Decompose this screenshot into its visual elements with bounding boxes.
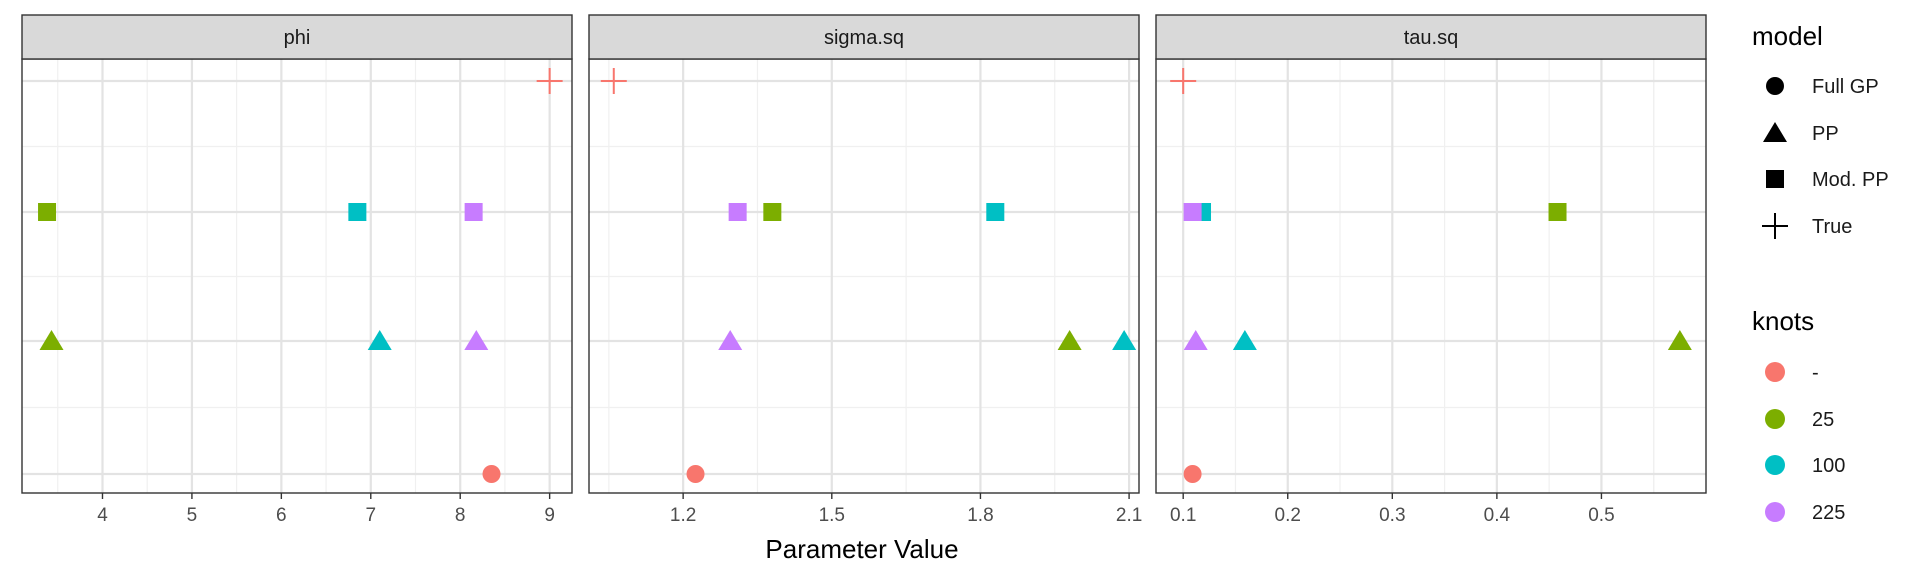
legend-label: 100 bbox=[1812, 455, 1845, 477]
legend-item-mod-pp: Mod. PP bbox=[1766, 169, 1889, 191]
legend-item-knots-225: 225 bbox=[1765, 502, 1845, 524]
x-tick-label: 1.2 bbox=[670, 505, 696, 526]
x-tick-label: 0.2 bbox=[1275, 505, 1301, 526]
facet-panel-sigma-sq: sigma.sq 1.2 1.5 1.8 2.1 bbox=[588, 14, 1142, 526]
point-sigma-sq-mod-pp-knots-225 bbox=[728, 203, 747, 221]
legend-label: 225 bbox=[1812, 502, 1845, 524]
point-sigma-sq-full-gp-knots-none bbox=[686, 465, 705, 483]
facet-panel-phi: phi 4 5 6 7 8 9 bbox=[21, 14, 573, 526]
point-tau-sq-mod-pp-knots-25 bbox=[1548, 203, 1567, 221]
legend-item-pp: PP bbox=[1763, 122, 1839, 145]
legend-key-circle bbox=[1765, 455, 1785, 475]
point-sigma-sq-mod-pp-knots-100 bbox=[986, 203, 1005, 221]
point-sigma-sq-pp-knots-225 bbox=[718, 330, 743, 350]
legend-item-full-gp: Full GP bbox=[1766, 76, 1879, 98]
facet-strip bbox=[1155, 14, 1707, 60]
legend-label: Full GP bbox=[1812, 76, 1879, 98]
x-tick-label: 0.1 bbox=[1170, 505, 1196, 526]
facet-panels: phi 4 5 6 7 8 9 sigma.sq 1.2 1.5 1.8 2.1 tau.sq 0.1 0.… bbox=[21, 14, 1707, 526]
facet-strip-label: sigma.sq bbox=[824, 27, 904, 49]
point-tau-sq-mod-pp-knots-225 bbox=[1183, 203, 1202, 221]
point-tau-sq-pp-knots-225 bbox=[1183, 330, 1208, 350]
legend-title-knots: knots bbox=[1752, 306, 1814, 336]
point-sigma-sq-mod-pp-knots-25 bbox=[763, 203, 782, 221]
x-tick-label: 0.5 bbox=[1588, 505, 1614, 526]
x-axis-title: Parameter Value bbox=[765, 534, 958, 564]
point-tau-sq-pp-knots-25 bbox=[1667, 330, 1692, 350]
point-sigma-sq-true-knots-none bbox=[600, 68, 627, 94]
point-phi-true-knots-none bbox=[536, 68, 563, 94]
facet-strip-label: tau.sq bbox=[1404, 27, 1458, 49]
x-tick-label: 4 bbox=[97, 505, 108, 526]
point-phi-mod-pp-knots-225 bbox=[464, 203, 483, 221]
point-phi-pp-knots-100 bbox=[367, 330, 392, 350]
point-phi-mod-pp-knots-100 bbox=[348, 203, 367, 221]
x-tick-label: 2.1 bbox=[1116, 505, 1142, 526]
legend-title-model: model bbox=[1752, 21, 1823, 51]
legend-item-knots-none: - bbox=[1765, 362, 1819, 384]
legend-label: 25 bbox=[1812, 409, 1834, 431]
x-tick-label: 7 bbox=[365, 505, 376, 526]
legend-key-plus bbox=[1762, 213, 1788, 239]
legend-item-knots-25: 25 bbox=[1765, 409, 1834, 431]
legend-key-circle bbox=[1765, 409, 1785, 429]
x-tick-label: 1.8 bbox=[967, 505, 993, 526]
legend-label: PP bbox=[1812, 123, 1839, 145]
legend-label: True bbox=[1812, 216, 1852, 238]
legend-key-circle bbox=[1766, 77, 1784, 95]
legend-label: Mod. PP bbox=[1812, 169, 1889, 191]
facet-strip-label: phi bbox=[284, 27, 311, 49]
x-tick-label: 1.5 bbox=[819, 505, 845, 526]
legend-key-circle bbox=[1765, 362, 1785, 382]
point-tau-sq-true-knots-none bbox=[1170, 68, 1197, 94]
facet-panel-tau-sq: tau.sq 0.1 0.2 0.3 0.4 0.5 bbox=[1155, 14, 1707, 526]
x-tick-label: 8 bbox=[455, 505, 466, 526]
legend-key-triangle bbox=[1763, 122, 1787, 142]
legend-label: - bbox=[1812, 362, 1819, 384]
facet-strip bbox=[21, 14, 573, 60]
x-tick-label: 9 bbox=[544, 505, 555, 526]
point-phi-mod-pp-knots-25 bbox=[38, 203, 57, 221]
legend-item-true: True bbox=[1762, 213, 1852, 239]
point-tau-sq-full-gp-knots-none bbox=[1183, 465, 1202, 483]
x-tick-label: 0.3 bbox=[1379, 505, 1405, 526]
legend-key-square bbox=[1766, 170, 1784, 188]
point-sigma-sq-pp-knots-25 bbox=[1057, 330, 1082, 350]
legend-key-circle bbox=[1765, 502, 1785, 522]
x-tick-label: 5 bbox=[187, 505, 198, 526]
point-phi-full-gp-knots-none bbox=[482, 465, 501, 483]
point-phi-pp-knots-225 bbox=[464, 330, 489, 350]
point-sigma-sq-pp-knots-100 bbox=[1112, 330, 1137, 350]
legend: model Full GP PP Mod. PP True knots - 25 100 225 bbox=[1752, 21, 1889, 524]
point-tau-sq-pp-knots-100 bbox=[1232, 330, 1257, 350]
x-tick-label: 0.4 bbox=[1484, 505, 1511, 526]
legend-item-knots-100: 100 bbox=[1765, 455, 1845, 477]
point-phi-pp-knots-25 bbox=[39, 330, 64, 350]
x-tick-label: 6 bbox=[276, 505, 287, 526]
facet-strip bbox=[588, 14, 1140, 60]
